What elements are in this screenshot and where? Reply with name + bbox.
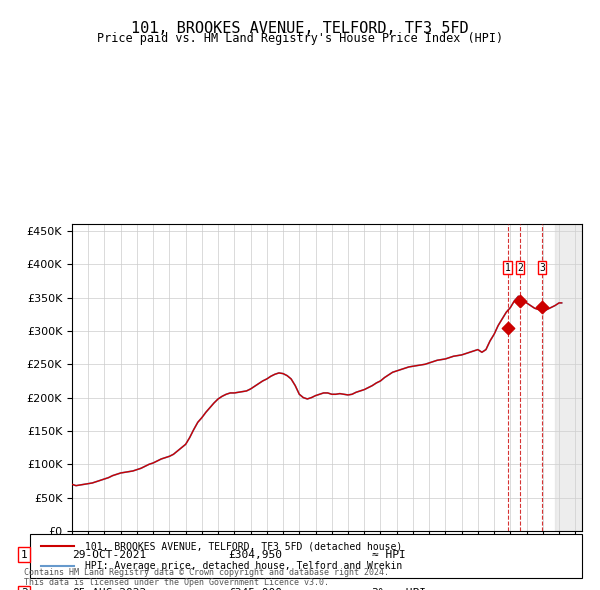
Text: £304,950: £304,950 (228, 550, 282, 559)
Text: Price paid vs. HM Land Registry's House Price Index (HPI): Price paid vs. HM Land Registry's House … (97, 32, 503, 45)
Text: 1: 1 (505, 263, 511, 273)
Bar (555, 224, 582, 531)
Text: 2: 2 (517, 263, 523, 273)
Point (515, 296, 525, 306)
Point (503, 323, 512, 332)
Text: HPI: Average price, detached house, Telford and Wrekin: HPI: Average price, detached house, Telf… (85, 561, 403, 571)
Text: Contains HM Land Registry data © Crown copyright and database right 2024.
This d: Contains HM Land Registry data © Crown c… (24, 568, 389, 587)
Text: 1: 1 (20, 550, 28, 559)
Text: £345,000: £345,000 (228, 588, 282, 590)
FancyBboxPatch shape (30, 534, 582, 578)
Text: 29-OCT-2021: 29-OCT-2021 (72, 550, 146, 559)
Text: 05-AUG-2022: 05-AUG-2022 (72, 588, 146, 590)
Text: 3: 3 (539, 263, 545, 273)
Text: 101, BROOKES AVENUE, TELFORD, TF3 5FD (detached house): 101, BROOKES AVENUE, TELFORD, TF3 5FD (d… (85, 542, 403, 551)
Text: ≈ HPI: ≈ HPI (372, 550, 406, 559)
Text: 2: 2 (20, 588, 28, 590)
Text: 101, BROOKES AVENUE, TELFORD, TF3 5FD: 101, BROOKES AVENUE, TELFORD, TF3 5FD (131, 21, 469, 35)
Text: 3% ↑ HPI: 3% ↑ HPI (372, 588, 426, 590)
Point (537, 302, 547, 312)
